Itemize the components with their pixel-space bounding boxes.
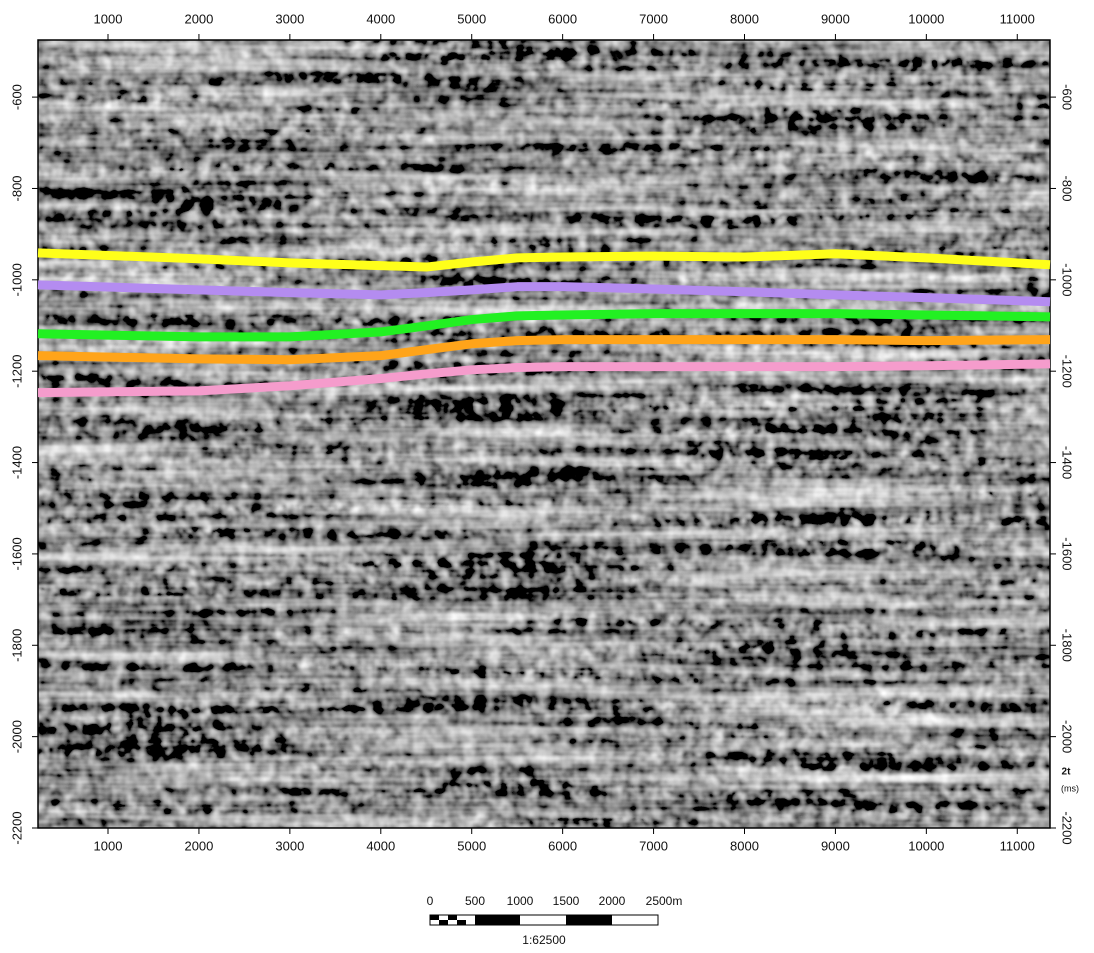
x-tick-label: 10000 (908, 838, 944, 853)
y-tick-label: -1600 (9, 537, 24, 570)
scale-bar-segment (448, 915, 457, 920)
x-tick-label: 2000 (184, 11, 213, 26)
scale-label: 2000 (599, 894, 626, 908)
y-axis-unit: (ms) (1061, 783, 1079, 793)
y-tick-label: -1200 (9, 355, 24, 388)
scale-ratio: 1:62500 (522, 933, 566, 947)
x-tick-label: 6000 (548, 11, 577, 26)
scale-label: 1500 (553, 894, 580, 908)
scale-bar-segment (439, 920, 448, 925)
y-tick-label: -2000 (9, 720, 24, 753)
horizon-line (37, 280, 1051, 307)
x-tick-label: 6000 (548, 838, 577, 853)
y-tick-label: -1200 (1060, 355, 1075, 388)
x-tick-label: 1000 (94, 11, 123, 26)
x-tick-label: 4000 (366, 838, 395, 853)
scale-bar-segment (430, 915, 439, 920)
x-tick-label: 10000 (908, 11, 944, 26)
scale-bar (429, 914, 659, 926)
x-tick-label: 11000 (1000, 11, 1035, 26)
scale-label: 500 (465, 894, 485, 908)
x-tick-label: 8000 (730, 838, 759, 853)
y-tick-label: -800 (9, 175, 24, 201)
y-axis-label: 2t (1062, 767, 1072, 778)
y-tick-label: -2000 (1060, 720, 1075, 753)
y-tick-label: -1400 (1060, 446, 1075, 479)
scale-label: 2500m (646, 894, 683, 908)
y-tick-label: -1800 (9, 629, 24, 662)
x-tick-label: 2000 (184, 838, 213, 853)
y-tick-label: -1000 (9, 263, 24, 296)
x-tick-label: 11000 (1000, 838, 1035, 853)
horizon-line (37, 248, 1051, 272)
x-tick-label: 3000 (275, 11, 304, 26)
x-tick-label: 7000 (639, 838, 668, 853)
x-tick-label: 1000 (94, 838, 123, 853)
x-tick-label: 9000 (821, 11, 850, 26)
y-tick-label: -1600 (1060, 537, 1075, 570)
x-tick-label: 5000 (457, 838, 486, 853)
scale-bar-segment (457, 920, 466, 925)
scale-label: 0 (427, 894, 434, 908)
y-tick-label: -1400 (9, 446, 24, 479)
seismic-background (38, 40, 1050, 828)
scale-label: 1000 (507, 894, 534, 908)
y-tick-label: -2200 (9, 811, 24, 844)
horizon-line (37, 309, 1051, 342)
x-tick-label: 7000 (639, 11, 668, 26)
x-tick-label: 4000 (366, 11, 395, 26)
scale-bar-segment (475, 915, 520, 925)
x-tick-label: 5000 (457, 11, 486, 26)
plot-frame (37, 39, 1051, 829)
y-tick-label: -600 (9, 84, 24, 110)
horizon-line (37, 359, 1051, 398)
horizon-line (37, 335, 1051, 365)
y-tick-label: -1800 (1060, 629, 1075, 662)
x-tick-label: 9000 (821, 838, 850, 853)
y-tick-label: -600 (1060, 84, 1075, 110)
scale-bar-segment (566, 915, 612, 925)
x-tick-label: 8000 (730, 11, 759, 26)
x-tick-label: 3000 (275, 838, 304, 853)
y-tick-label: -800 (1060, 175, 1075, 201)
y-tick-label: -2200 (1060, 811, 1075, 844)
y-tick-label: -1000 (1060, 263, 1075, 296)
